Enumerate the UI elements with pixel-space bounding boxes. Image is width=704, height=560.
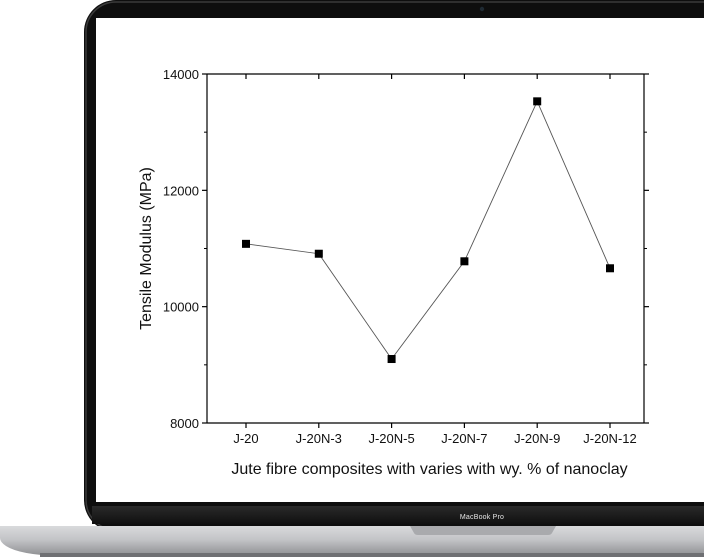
x-tick-label: J-20N-3	[296, 431, 342, 446]
laptop-base-shadow	[40, 553, 704, 557]
data-markers	[242, 97, 614, 364]
laptop-screen	[96, 18, 704, 502]
laptop-base	[0, 526, 704, 556]
series-line	[245, 100, 611, 360]
data-point	[387, 355, 396, 364]
brand-label: MacBook Pro	[460, 514, 504, 521]
x-tick-label: J-20N-9	[514, 431, 560, 446]
camera-icon	[479, 6, 485, 12]
data-point	[606, 264, 614, 273]
data-point	[460, 257, 469, 266]
x-tick-label: J-20N-5	[368, 431, 414, 446]
x-tick-label: J-20N-12	[583, 431, 636, 446]
x-tick-label: J-20	[233, 431, 258, 446]
data-point	[314, 249, 323, 258]
data-point	[533, 97, 542, 106]
laptop-trackpad-notch	[410, 526, 556, 535]
x-tick-label: J-20N-7	[441, 431, 487, 446]
y-tick-label: 8000	[170, 416, 199, 431]
x-axis-title: Jute fibre composites with varies with w…	[231, 461, 627, 478]
laptop-hinge	[92, 506, 704, 524]
data-point	[242, 239, 250, 248]
y-axis-title: Tensile Modulus (MPa)	[138, 167, 155, 330]
x-ticks: J-20 J-20N-3 J-20N-5 J-20N-7 J-20N-9 J-20N-12	[233, 74, 637, 446]
y-tick-label: 14000	[163, 67, 199, 82]
y-tick-label: 12000	[163, 183, 199, 198]
y-tick-label: 10000	[163, 300, 199, 315]
y-ticks: 8000 10000 12000 14000	[163, 67, 649, 431]
